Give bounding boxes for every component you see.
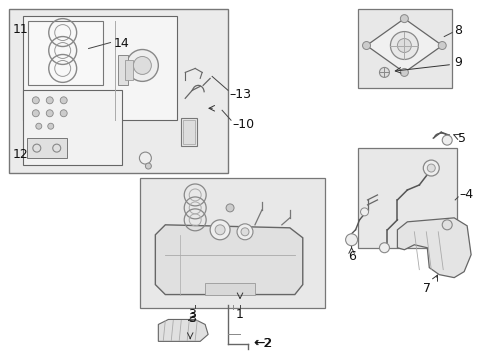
Polygon shape	[366, 19, 441, 72]
Circle shape	[360, 208, 368, 216]
Circle shape	[241, 228, 248, 236]
Circle shape	[139, 152, 151, 164]
Circle shape	[397, 39, 410, 53]
Circle shape	[126, 50, 158, 81]
Bar	[118, 55, 128, 85]
Circle shape	[46, 97, 53, 104]
Bar	[183, 120, 195, 144]
Text: ←2: ←2	[252, 337, 271, 350]
Bar	[28, 21, 102, 85]
Circle shape	[145, 163, 151, 169]
Text: –4: –4	[458, 188, 472, 202]
Bar	[205, 283, 254, 294]
Text: 3: 3	[188, 307, 196, 320]
Text: 5: 5	[457, 132, 465, 145]
Circle shape	[210, 220, 229, 240]
Circle shape	[225, 204, 234, 212]
Bar	[357, 9, 451, 88]
Text: 1: 1	[236, 307, 244, 320]
Circle shape	[427, 164, 434, 172]
Text: 6: 6	[347, 250, 355, 263]
Text: 12: 12	[13, 148, 29, 161]
Circle shape	[437, 41, 446, 50]
Circle shape	[32, 97, 39, 104]
Bar	[181, 118, 197, 146]
Text: 7: 7	[423, 282, 430, 294]
Circle shape	[32, 110, 39, 117]
Circle shape	[441, 135, 451, 145]
Text: 14: 14	[113, 37, 129, 50]
Bar	[140, 178, 324, 307]
Text: –13: –13	[228, 88, 250, 102]
Circle shape	[362, 41, 370, 50]
Text: 8: 8	[453, 24, 461, 37]
Circle shape	[46, 110, 53, 117]
Circle shape	[400, 68, 407, 76]
Polygon shape	[155, 225, 302, 294]
Bar	[357, 148, 456, 248]
Circle shape	[36, 123, 41, 129]
Bar	[27, 138, 66, 158]
Circle shape	[400, 15, 407, 23]
Circle shape	[423, 160, 438, 176]
Circle shape	[133, 57, 151, 75]
Circle shape	[60, 97, 67, 104]
Text: 11: 11	[13, 23, 29, 36]
Circle shape	[441, 220, 451, 230]
Bar	[9, 9, 227, 173]
Circle shape	[389, 32, 417, 59]
Circle shape	[48, 123, 54, 129]
Circle shape	[237, 224, 252, 240]
Text: ←2: ←2	[253, 337, 272, 350]
Polygon shape	[158, 319, 208, 341]
Bar	[23, 15, 177, 120]
Text: –10: –10	[232, 118, 254, 131]
Bar	[125, 60, 133, 80]
Polygon shape	[397, 218, 470, 278]
Bar	[23, 90, 122, 165]
Text: 9: 9	[453, 56, 461, 69]
Text: 3: 3	[188, 312, 196, 325]
Circle shape	[60, 110, 67, 117]
Circle shape	[345, 234, 357, 246]
Circle shape	[379, 67, 388, 77]
Circle shape	[215, 225, 224, 235]
Circle shape	[379, 243, 388, 253]
